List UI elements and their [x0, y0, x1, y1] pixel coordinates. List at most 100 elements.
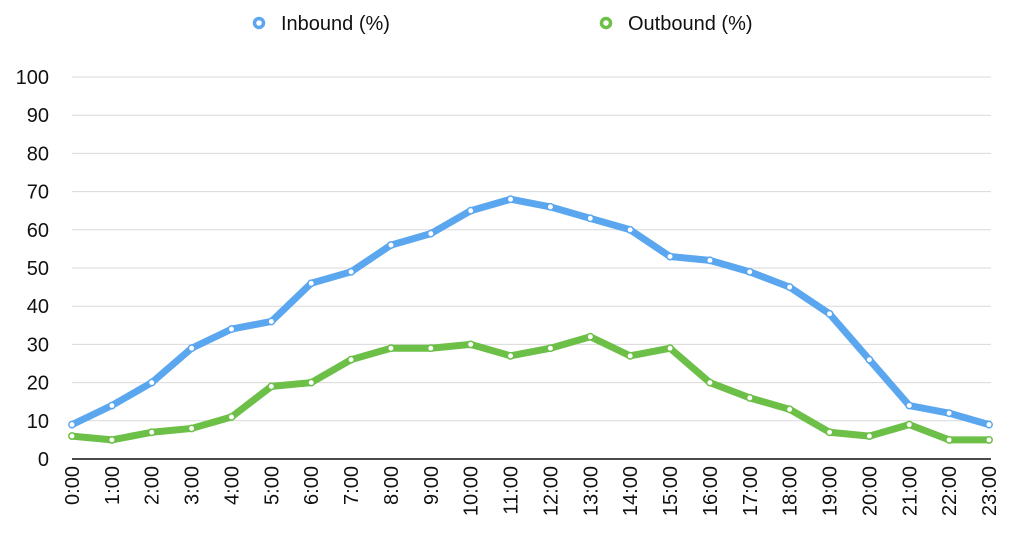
- y-tick-label: 40: [27, 296, 49, 318]
- x-tick-label: 6:00: [301, 466, 323, 505]
- x-tick-label: 17:00: [740, 466, 762, 516]
- data-point: [905, 420, 914, 429]
- data-point: [825, 428, 834, 437]
- data-point: [347, 267, 356, 276]
- data-point: [546, 202, 555, 211]
- series-layer: [68, 195, 993, 444]
- x-tick-label: 18:00: [780, 466, 802, 516]
- y-tick-label: 0: [38, 449, 49, 471]
- x-tick-label: 10:00: [461, 466, 483, 516]
- data-point: [506, 351, 515, 360]
- data-point: [546, 344, 555, 353]
- data-point: [267, 317, 276, 326]
- x-axis: 0:00 1:00 2:00 3:00 4:00 5:00 6:00 7:00 8:00 9:00…: [62, 458, 1001, 516]
- y-tick-label: 10: [27, 411, 49, 433]
- data-point: [626, 225, 635, 234]
- data-point: [985, 420, 993, 429]
- series-2: [68, 332, 993, 444]
- legend-label: Inbound (%): [281, 13, 390, 35]
- data-point: [705, 378, 714, 387]
- x-tick-label: 23:00: [979, 466, 1001, 516]
- legend: Inbound (%) Outbound (%): [252, 13, 753, 35]
- y-tick-label: 50: [27, 258, 49, 280]
- x-tick-label: 22:00: [939, 466, 961, 516]
- data-point: [945, 409, 954, 418]
- data-point: [387, 344, 395, 353]
- x-tick-label: 16:00: [700, 466, 722, 516]
- data-point: [68, 432, 76, 441]
- data-point: [227, 325, 236, 334]
- x-tick-label: 3:00: [182, 466, 204, 505]
- y-tick-label: 30: [27, 334, 49, 356]
- series-line: [68, 333, 993, 444]
- data-point: [187, 344, 196, 353]
- data-point: [68, 420, 76, 429]
- x-tick-label: 0:00: [62, 466, 84, 505]
- data-point: [307, 378, 316, 387]
- data-point: [506, 195, 515, 204]
- x-tick-label: 5:00: [261, 466, 283, 505]
- series-line: [68, 195, 993, 429]
- data-point: [626, 351, 635, 360]
- x-tick-label: 14:00: [620, 466, 642, 516]
- x-tick-label: 15:00: [660, 466, 682, 516]
- data-point: [347, 355, 356, 364]
- x-tick-label: 7:00: [341, 466, 363, 505]
- data-point: [785, 283, 794, 292]
- data-point: [865, 355, 874, 364]
- x-tick-label: 12:00: [540, 466, 562, 516]
- data-point: [666, 252, 674, 261]
- legend-marker: [599, 16, 613, 30]
- legend-item: Outbound (%): [599, 13, 753, 35]
- x-tick-label: 19:00: [820, 466, 842, 516]
- x-tick-label: 21:00: [899, 466, 921, 516]
- data-point: [745, 267, 754, 276]
- data-point: [307, 279, 316, 288]
- grid-lines: [72, 76, 991, 422]
- data-point: [267, 382, 276, 391]
- data-point: [985, 435, 993, 444]
- data-point: [187, 424, 196, 433]
- data-point: [426, 344, 435, 353]
- data-point: [666, 344, 674, 353]
- data-point: [227, 413, 236, 421]
- y-tick-label: 20: [27, 373, 49, 395]
- data-point: [466, 206, 475, 215]
- data-point: [865, 432, 874, 441]
- legend-item: Inbound (%): [252, 13, 390, 35]
- x-tick-label: 20:00: [859, 466, 881, 516]
- data-point: [466, 340, 475, 349]
- x-tick-label: 4:00: [221, 466, 243, 505]
- data-point: [905, 401, 914, 410]
- x-tick-label: 9:00: [421, 466, 443, 505]
- data-point: [147, 428, 156, 437]
- y-axis: 0 10 20 30 40 50 60 70 80 90 100: [16, 67, 49, 471]
- x-tick-label: 13:00: [580, 466, 602, 516]
- data-point: [705, 256, 714, 265]
- data-point: [107, 401, 116, 410]
- y-tick-label: 80: [27, 143, 49, 165]
- data-point: [945, 435, 954, 444]
- data-point: [745, 393, 754, 402]
- legend-label: Outbound (%): [628, 13, 753, 35]
- y-tick-label: 90: [27, 105, 49, 127]
- data-point: [785, 405, 794, 414]
- data-point: [107, 435, 116, 444]
- x-tick-label: 11:00: [501, 466, 523, 515]
- legend-marker: [252, 16, 266, 30]
- y-tick-label: 70: [27, 182, 49, 204]
- series-1: [68, 195, 993, 429]
- data-point: [586, 214, 595, 223]
- data-point: [387, 241, 395, 250]
- y-tick-label: 60: [27, 220, 49, 242]
- data-point: [586, 332, 595, 341]
- y-tick-label: 100: [16, 67, 49, 89]
- data-point: [147, 378, 156, 387]
- data-point: [825, 309, 834, 318]
- x-tick-label: 1:00: [102, 466, 124, 505]
- x-tick-label: 8:00: [381, 466, 403, 505]
- data-point: [426, 229, 435, 238]
- x-tick-label: 2:00: [142, 466, 164, 505]
